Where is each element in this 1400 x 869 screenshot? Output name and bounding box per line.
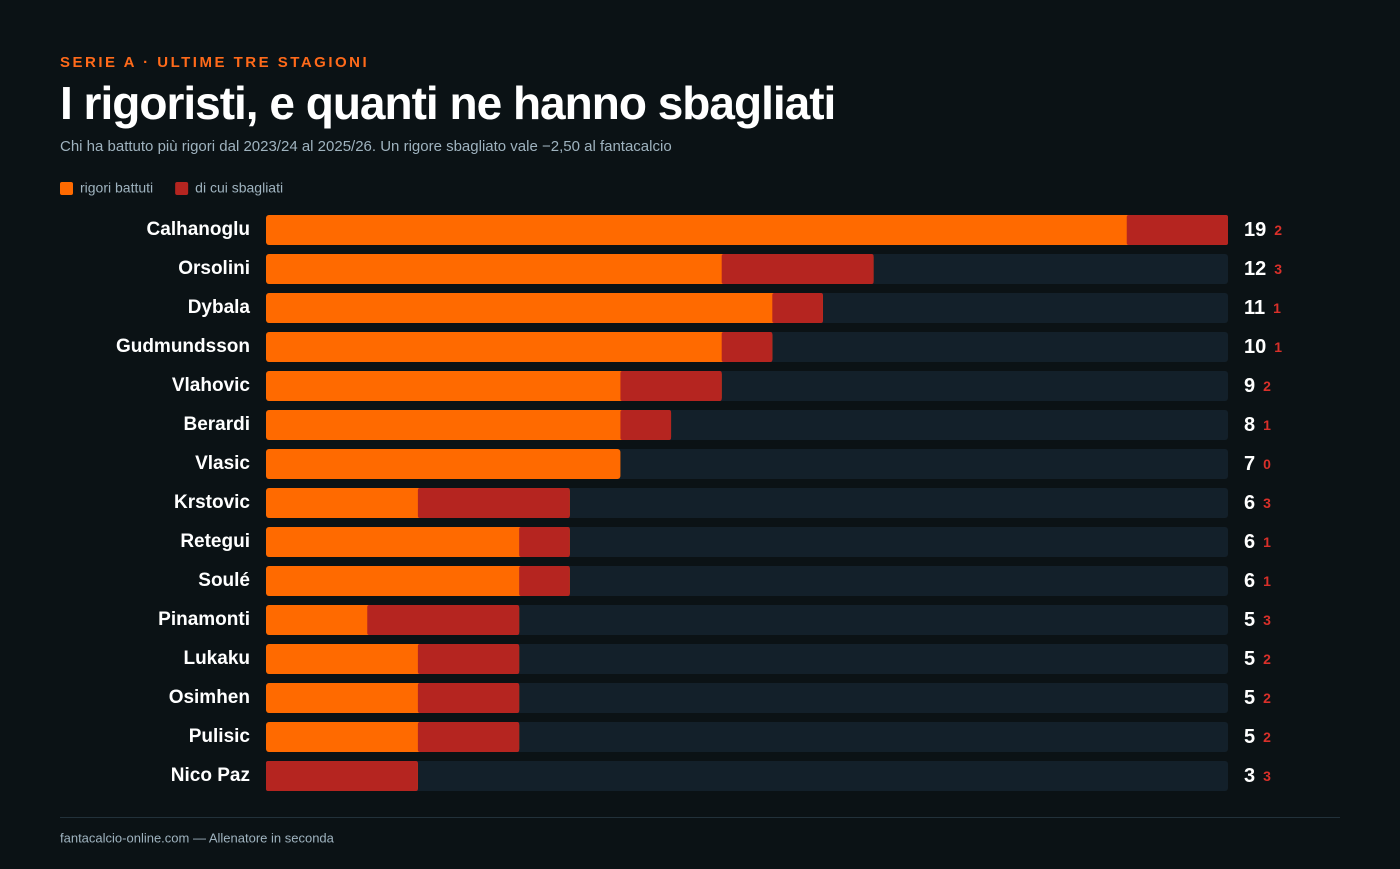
chart-title: I rigoristi, e quanti ne hanno sbagliati	[60, 77, 835, 129]
missed-value: 0	[1263, 456, 1271, 472]
total-value: 11	[1244, 297, 1265, 319]
legend-label: rigori battuti	[80, 180, 153, 196]
bar	[266, 566, 570, 596]
value-label: 19 2	[1244, 219, 1282, 241]
bar-missed	[1126, 215, 1228, 245]
subtitle: Chi ha battuto più rigori dal 2023/24 al…	[60, 138, 672, 155]
bar-track	[266, 761, 1228, 791]
missed-value: 2	[1263, 378, 1271, 394]
legend-label: di cui sbagliati	[195, 180, 283, 196]
missed-value: 1	[1273, 300, 1281, 316]
missed-value: 3	[1263, 495, 1271, 511]
category-label: Orsolini	[178, 258, 250, 279]
kicker: SERIE A · ULTIME TRE STAGIONI	[60, 54, 369, 71]
legend-swatch	[175, 182, 189, 195]
category-label: Gudmundsson	[116, 336, 250, 357]
total-value: 7	[1244, 453, 1255, 475]
category-label: Krstovic	[174, 492, 250, 513]
total-value: 9	[1244, 375, 1255, 397]
total-value: 5	[1244, 687, 1255, 709]
total-value: 8	[1244, 414, 1255, 436]
bar	[266, 215, 1228, 245]
total-value: 5	[1244, 726, 1255, 748]
bar-missed	[417, 683, 520, 713]
bar-missed	[620, 410, 672, 440]
missed-value: 2	[1263, 690, 1271, 706]
missed-value: 2	[1274, 222, 1282, 238]
total-value: 12	[1244, 258, 1266, 280]
bar-missed	[772, 293, 823, 323]
category-label: Soulé	[198, 570, 250, 591]
category-label: Pulisic	[189, 726, 251, 747]
bar	[266, 332, 773, 362]
total-value: 6	[1244, 492, 1255, 514]
missed-value: 3	[1263, 768, 1271, 784]
missed-value: 1	[1263, 417, 1271, 433]
value-label: 10 1	[1244, 336, 1282, 358]
bar-missed	[266, 761, 418, 791]
missed-value: 2	[1263, 651, 1271, 667]
bar-missed	[367, 605, 520, 635]
bar-missed	[620, 371, 722, 401]
total-value: 5	[1244, 648, 1255, 670]
bar	[266, 371, 722, 401]
source: fantacalcio-online.com — Allenatore in s…	[60, 830, 335, 845]
total-value: 3	[1244, 765, 1255, 787]
missed-value: 2	[1263, 729, 1271, 745]
bar-missed	[519, 566, 570, 596]
category-label: Calhanoglu	[147, 219, 250, 240]
category-label: Vlasic	[195, 453, 250, 474]
bar-missed	[417, 722, 520, 752]
bar	[266, 449, 621, 479]
total-value: 5	[1244, 609, 1255, 631]
category-label: Vlahovic	[172, 375, 251, 396]
bar-missed	[519, 527, 570, 557]
bar-missed	[721, 254, 874, 284]
total-value: 6	[1244, 570, 1255, 592]
total-value: 10	[1244, 336, 1266, 358]
missed-value: 1	[1263, 534, 1271, 550]
bar	[266, 410, 672, 440]
category-label: Dybala	[188, 297, 251, 318]
missed-value: 1	[1263, 573, 1271, 589]
category-label: Retegui	[180, 531, 250, 552]
legend-swatch	[60, 182, 73, 195]
category-label: Pinamonti	[158, 609, 250, 630]
bar-missed	[417, 644, 520, 674]
missed-value: 1	[1274, 339, 1282, 355]
total-value: 6	[1244, 531, 1255, 553]
bar-missed	[721, 332, 773, 362]
bar	[266, 527, 570, 557]
value-label: 11 1	[1244, 297, 1281, 319]
missed-value: 3	[1274, 261, 1282, 277]
category-label: Nico Paz	[171, 765, 250, 786]
bar	[266, 293, 823, 323]
category-label: Osimhen	[169, 687, 250, 708]
value-label: 12 3	[1244, 258, 1282, 280]
missed-value: 3	[1263, 612, 1271, 628]
total-value: 19	[1244, 219, 1266, 241]
category-label: Lukaku	[183, 648, 250, 669]
category-label: Berardi	[183, 414, 250, 435]
bar-missed	[417, 488, 570, 518]
